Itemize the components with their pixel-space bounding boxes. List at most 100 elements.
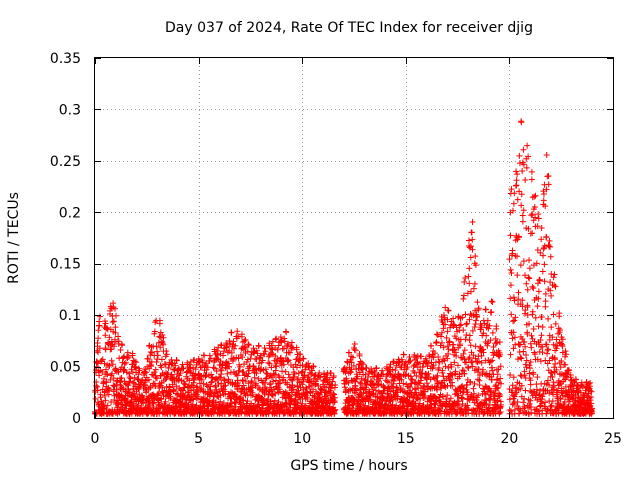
data-point xyxy=(253,347,260,354)
data-point xyxy=(429,365,436,372)
data-point xyxy=(208,389,215,396)
data-point xyxy=(385,379,392,386)
data-point xyxy=(462,336,469,343)
data-point xyxy=(472,317,479,324)
data-point xyxy=(289,377,296,384)
data-point xyxy=(213,347,220,354)
x-tick-label: 25 xyxy=(604,431,622,447)
data-point xyxy=(456,322,463,329)
data-point xyxy=(251,349,258,356)
data-point xyxy=(147,348,154,355)
data-point xyxy=(466,265,473,272)
data-point xyxy=(541,261,548,268)
data-point xyxy=(493,339,500,346)
data-point xyxy=(217,358,224,365)
data-point xyxy=(225,376,232,383)
data-point xyxy=(262,379,269,386)
data-point xyxy=(261,351,268,358)
data-point xyxy=(444,328,451,335)
data-point xyxy=(332,382,339,389)
data-point xyxy=(450,315,457,322)
data-point xyxy=(522,387,529,394)
data-point xyxy=(514,272,521,279)
data-point xyxy=(542,203,549,210)
data-point xyxy=(163,351,170,358)
data-point xyxy=(528,332,535,339)
data-point xyxy=(538,225,545,232)
data-point xyxy=(468,288,475,295)
data-point xyxy=(453,324,460,331)
y-tick-label: 0.3 xyxy=(59,102,81,118)
data-point xyxy=(527,358,534,365)
data-point xyxy=(290,374,297,381)
data-point xyxy=(245,370,252,377)
data-point xyxy=(497,375,504,382)
data-point xyxy=(411,369,418,376)
data-point xyxy=(540,188,547,195)
data-point xyxy=(440,393,447,400)
data-point xyxy=(157,344,164,351)
data-point xyxy=(293,346,300,353)
data-point xyxy=(494,371,501,378)
data-point xyxy=(273,363,280,370)
data-point xyxy=(474,359,481,366)
data-point xyxy=(171,379,178,386)
data-point xyxy=(531,193,538,200)
data-point xyxy=(113,386,120,393)
data-point xyxy=(408,390,415,397)
data-point xyxy=(488,376,495,383)
data-point xyxy=(163,347,170,354)
data-point xyxy=(545,181,552,188)
data-point xyxy=(476,382,483,389)
data-point xyxy=(245,342,252,349)
data-point xyxy=(538,332,545,339)
data-point xyxy=(507,295,514,302)
data-point xyxy=(508,269,515,276)
data-point xyxy=(227,340,234,347)
data-point xyxy=(208,379,215,386)
data-point xyxy=(495,384,502,391)
data-point xyxy=(531,203,538,210)
data-point xyxy=(445,350,452,357)
data-point xyxy=(397,384,404,391)
data-point xyxy=(532,192,539,199)
data-point xyxy=(251,374,258,381)
data-point xyxy=(181,393,188,400)
y-tick-label: 0.2 xyxy=(59,205,81,221)
data-point xyxy=(187,358,194,365)
data-point xyxy=(268,374,275,381)
data-point xyxy=(493,325,500,332)
data-point xyxy=(540,391,547,398)
data-point xyxy=(416,380,423,387)
data-point xyxy=(96,345,103,352)
data-point xyxy=(349,354,356,361)
data-point xyxy=(186,361,193,368)
data-point xyxy=(379,367,386,374)
data-point xyxy=(444,392,451,399)
data-point xyxy=(449,382,456,389)
data-point xyxy=(587,379,594,386)
data-point xyxy=(353,387,360,394)
data-point xyxy=(246,388,253,395)
data-point xyxy=(217,398,224,405)
chart-title: Day 037 of 2024, Rate Of TEC Index for r… xyxy=(165,20,533,36)
data-point xyxy=(517,341,524,348)
data-point xyxy=(117,347,124,354)
data-point xyxy=(118,392,125,399)
data-point xyxy=(111,343,118,350)
data-point xyxy=(102,366,109,373)
data-point xyxy=(108,370,115,377)
data-point xyxy=(330,373,337,380)
data-point xyxy=(516,160,523,167)
data-point xyxy=(95,335,102,342)
data-point xyxy=(285,340,292,347)
data-point xyxy=(283,329,290,336)
data-point xyxy=(238,333,245,340)
data-point xyxy=(165,365,172,372)
data-point xyxy=(537,249,544,256)
data-point xyxy=(131,374,138,381)
data-point xyxy=(349,378,356,385)
data-point xyxy=(224,341,231,348)
data-point xyxy=(460,292,467,299)
data-point xyxy=(213,399,220,406)
